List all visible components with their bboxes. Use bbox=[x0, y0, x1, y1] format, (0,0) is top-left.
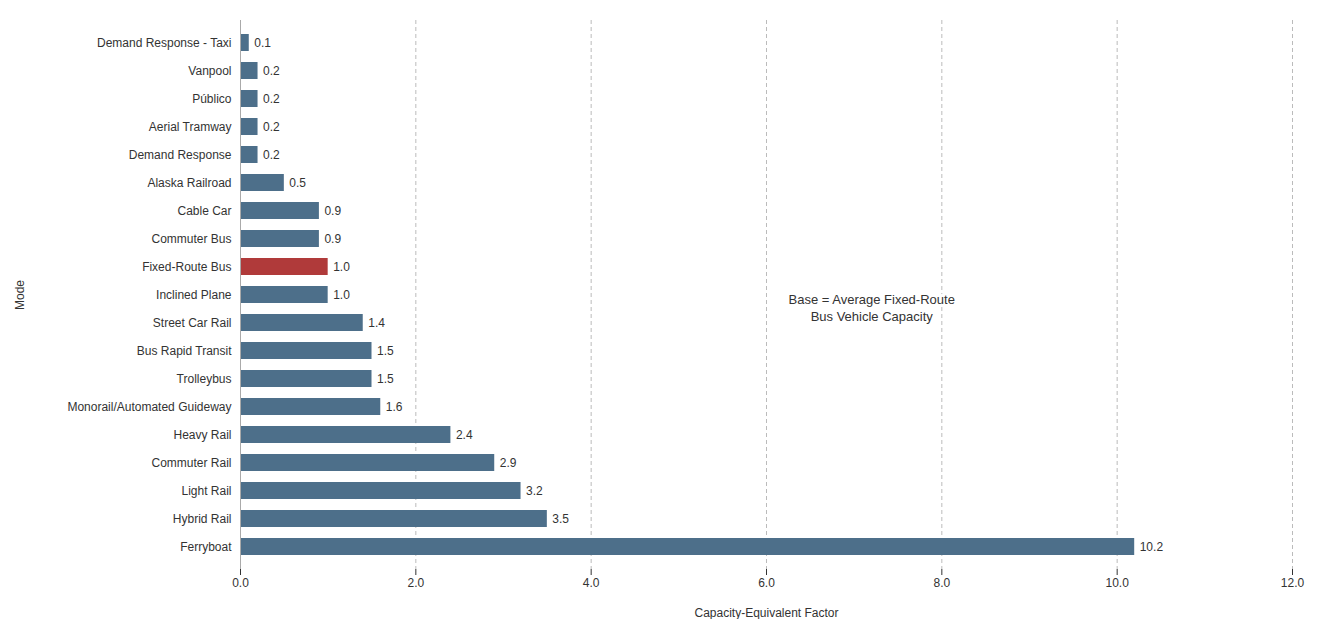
svg-text:Commuter Bus: Commuter Bus bbox=[151, 232, 231, 246]
svg-text:Bus Rapid Transit: Bus Rapid Transit bbox=[137, 344, 232, 358]
svg-text:3.5: 3.5 bbox=[552, 512, 569, 526]
svg-text:2.9: 2.9 bbox=[500, 456, 517, 470]
svg-text:0.9: 0.9 bbox=[324, 232, 341, 246]
svg-text:1.0: 1.0 bbox=[333, 288, 350, 302]
svg-text:Capacity-Equivalent Factor: Capacity-Equivalent Factor bbox=[694, 606, 838, 619]
svg-text:1.5: 1.5 bbox=[377, 344, 394, 358]
svg-text:Vanpool: Vanpool bbox=[188, 64, 231, 78]
svg-text:1.6: 1.6 bbox=[386, 400, 403, 414]
svg-text:Hybrid Rail: Hybrid Rail bbox=[173, 512, 232, 526]
svg-text:Alaska Railroad: Alaska Railroad bbox=[147, 176, 231, 190]
svg-text:Fixed-Route Bus: Fixed-Route Bus bbox=[142, 260, 231, 274]
svg-text:Público: Público bbox=[192, 92, 232, 106]
svg-text:8.0: 8.0 bbox=[933, 576, 950, 590]
svg-text:3.2: 3.2 bbox=[526, 484, 543, 498]
svg-text:Inclined Plane: Inclined Plane bbox=[156, 288, 232, 302]
svg-text:0.5: 0.5 bbox=[289, 176, 306, 190]
svg-text:1.5: 1.5 bbox=[377, 372, 394, 386]
svg-text:1.4: 1.4 bbox=[368, 316, 385, 330]
svg-text:Aerial Tramway: Aerial Tramway bbox=[149, 120, 232, 134]
svg-text:1.0: 1.0 bbox=[333, 260, 350, 274]
svg-text:Street Car Rail: Street Car Rail bbox=[153, 316, 232, 330]
svg-text:0.2: 0.2 bbox=[263, 148, 280, 162]
svg-text:Monorail/Automated Guideway: Monorail/Automated Guideway bbox=[67, 400, 231, 414]
svg-text:6.0: 6.0 bbox=[758, 576, 775, 590]
svg-text:2.4: 2.4 bbox=[456, 428, 473, 442]
svg-text:0.2: 0.2 bbox=[263, 64, 280, 78]
svg-text:10.2: 10.2 bbox=[1140, 540, 1164, 554]
svg-text:Light Rail: Light Rail bbox=[181, 484, 231, 498]
svg-text:Ferryboat: Ferryboat bbox=[180, 540, 232, 554]
svg-text:Heavy Rail: Heavy Rail bbox=[173, 428, 231, 442]
svg-text:0.1: 0.1 bbox=[254, 36, 271, 50]
svg-text:Base = Average Fixed-RouteBus: Base = Average Fixed-RouteBus Vehicle Ca… bbox=[789, 292, 955, 324]
svg-text:12.0: 12.0 bbox=[1281, 576, 1305, 590]
svg-text:0.9: 0.9 bbox=[324, 204, 341, 218]
svg-text:0.2: 0.2 bbox=[263, 92, 280, 106]
svg-text:2.0: 2.0 bbox=[407, 576, 424, 590]
svg-text:0.2: 0.2 bbox=[263, 120, 280, 134]
svg-text:Demand Response - Taxi: Demand Response - Taxi bbox=[97, 36, 232, 50]
svg-text:Demand Response: Demand Response bbox=[129, 148, 232, 162]
svg-text:Trolleybus: Trolleybus bbox=[177, 372, 232, 386]
svg-text:Mode: Mode bbox=[13, 280, 27, 310]
svg-text:Commuter Rail: Commuter Rail bbox=[151, 456, 231, 470]
svg-text:Cable Car: Cable Car bbox=[177, 204, 231, 218]
svg-text:4.0: 4.0 bbox=[583, 576, 600, 590]
svg-text:10.0: 10.0 bbox=[1105, 576, 1129, 590]
svg-text:0.0: 0.0 bbox=[232, 576, 249, 590]
